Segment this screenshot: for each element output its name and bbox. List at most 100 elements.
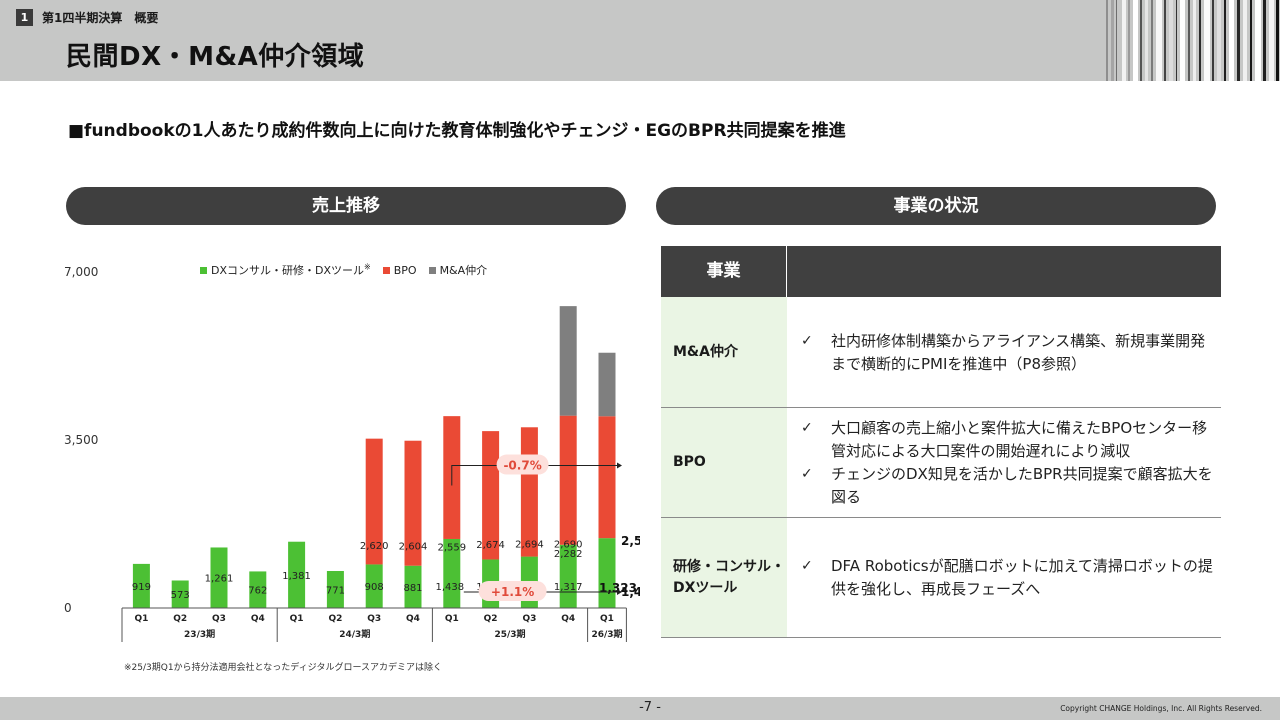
legend-item-dx: DXコンサル・研修・DXツール※ bbox=[200, 262, 371, 278]
data-label-bpo: 2,690 bbox=[554, 539, 583, 550]
item-text: 社内研修体制構築からアライアンス構築、新規事業開発まで横断的にPMIを推進中（P… bbox=[831, 332, 1206, 373]
bpo-change-badge bbox=[496, 454, 549, 475]
item-text: 大口顧客の売上縮小と案件拡大に備えたBPOセンター移管対応による大口案件の開始遅… bbox=[831, 419, 1208, 460]
x-tick-label: Q1 bbox=[600, 614, 614, 624]
bar-bpo bbox=[559, 415, 577, 545]
legend-swatch-bpo bbox=[382, 266, 390, 274]
page-title: 民間DX・M&A仲介領域 bbox=[66, 42, 365, 72]
legend-label-dx: DXコンサル・研修・DXツール bbox=[211, 264, 365, 277]
x-tick-label: Q4 bbox=[406, 614, 420, 624]
bar-ma bbox=[559, 306, 577, 416]
bar-dx bbox=[132, 563, 150, 608]
x-tick-label: Q1 bbox=[134, 614, 148, 624]
check-icon: ✓ bbox=[801, 333, 813, 349]
barcode-decoration bbox=[1104, 0, 1280, 81]
data-label-dx: 919 bbox=[132, 582, 151, 593]
item-text: DFA Roboticsが配膳ロボットに加えて清掃ロボットの提供を強化し、再成長… bbox=[831, 557, 1213, 598]
bpo-change-arrow bbox=[451, 465, 617, 486]
bar-dx bbox=[326, 570, 344, 608]
data-label-bpo: 2,559 bbox=[437, 543, 466, 554]
bar-dx bbox=[210, 547, 228, 608]
bar-dx bbox=[171, 580, 189, 608]
x-tick-label: Q2 bbox=[173, 614, 187, 624]
y-tick-label: 7,000 bbox=[64, 265, 98, 279]
data-label-dx: 573 bbox=[171, 590, 190, 601]
dx-arrowhead bbox=[617, 589, 622, 595]
row-content-ma: ✓ 社内研修体制構築からアライアンス構築、新規事業開発まで横断的にPMIを推進中（… bbox=[787, 297, 1221, 407]
period-label: 24/3期 bbox=[339, 628, 370, 640]
period-label: 23/3期 bbox=[184, 628, 215, 640]
bar-bpo bbox=[598, 416, 616, 539]
legend-swatch-ma bbox=[428, 267, 436, 274]
legend-item-bpo: BPO bbox=[382, 263, 417, 277]
sales-stacked-bar-chart: 7,000 3,500 0 919 573 1,261 762 1,381 771 908 2,62… bbox=[64, 265, 640, 642]
x-tick-label: Q1 bbox=[290, 614, 304, 624]
row-name-bpo: BPO bbox=[661, 408, 787, 517]
y-tick-label: 3,500 bbox=[64, 433, 98, 447]
bar-dx bbox=[288, 541, 306, 608]
period-label: 25/3期 bbox=[494, 628, 525, 640]
y-tick-label: 0 bbox=[64, 601, 72, 615]
data-label-bpo: 2,694 bbox=[515, 539, 544, 550]
legend-swatch-dx bbox=[200, 267, 207, 274]
check-icon: ✓ bbox=[801, 420, 813, 436]
x-tick-label: Q1 bbox=[445, 614, 459, 624]
table-header-business: 事業 bbox=[661, 246, 787, 297]
bar-dx bbox=[249, 571, 267, 608]
bar-bpo bbox=[520, 427, 538, 557]
period-label: 26/3期 bbox=[591, 628, 622, 640]
x-tick-label: Q2 bbox=[328, 614, 342, 624]
row-name-dx: 研修・コンサル・DXツール bbox=[661, 518, 787, 637]
table-header-blank bbox=[787, 246, 1221, 297]
x-tick-label: Q3 bbox=[212, 614, 226, 624]
legend-label-bpo: BPO bbox=[393, 263, 417, 277]
bar-dx bbox=[365, 564, 383, 608]
data-label-bpo: 2,620 bbox=[360, 541, 389, 552]
data-label-dx: 1,455 bbox=[621, 585, 640, 599]
row-content-bpo: ✓ 大口顧客の売上縮小と案件拡大に備えたBPOセンター移管対応による大口案件の開始… bbox=[787, 408, 1221, 517]
data-label-bpo: 2,604 bbox=[399, 542, 428, 553]
bar-dx bbox=[598, 538, 616, 608]
data-label-dx: 881 bbox=[403, 583, 422, 594]
table-row-dx: 研修・コンサル・DXツール ✓ DFA Roboticsが配膳ロボットに加えて清掃… bbox=[661, 518, 1221, 638]
table-row-ma: M&A仲介 ✓ 社内研修体制構築からアライアンス構築、新規事業開発まで横断的にPM… bbox=[661, 297, 1221, 408]
data-label-bpo: 2,674 bbox=[476, 540, 505, 551]
x-tick-label: Q4 bbox=[251, 614, 265, 624]
dx-change-value: +1.1% bbox=[491, 585, 534, 599]
x-tick-label: Q3 bbox=[367, 614, 381, 624]
data-label-dx: 1,381 bbox=[282, 571, 311, 582]
data-label-dx: 762 bbox=[248, 586, 267, 597]
sales-trend-heading: 売上推移 bbox=[66, 187, 626, 225]
list-item: ✓ チェンジのDX知見を活かしたBPR共同提案で顧客拡大を図る bbox=[801, 463, 1213, 509]
chart-legend: DXコンサル・研修・DXツール※ BPO M&A仲介 bbox=[200, 262, 487, 278]
x-tick-label: Q4 bbox=[561, 614, 575, 624]
section-title: 第1四半期決算 概要 bbox=[42, 11, 159, 25]
copyright: Copyright CHANGE Holdings, Inc. All Righ… bbox=[1060, 704, 1262, 713]
bar-dx bbox=[443, 538, 461, 608]
data-label-dx: 1,261 bbox=[205, 574, 234, 585]
bar-bpo bbox=[365, 438, 383, 565]
section-number: 1 bbox=[16, 9, 33, 26]
data-label-bpo: 2,540 bbox=[621, 534, 640, 548]
table-row-bpo: BPO ✓ 大口顧客の売上縮小と案件拡大に備えたBPOセンター移管対応による大口案… bbox=[661, 408, 1221, 518]
list-item: ✓ 大口顧客の売上縮小と案件拡大に備えたBPOセンター移管対応による大口案件の開始… bbox=[801, 417, 1213, 463]
data-label-dx: 908 bbox=[365, 582, 384, 593]
data-label-dx: 771 bbox=[326, 585, 345, 596]
footer-band bbox=[0, 697, 1280, 720]
bar-bpo bbox=[404, 440, 422, 566]
x-tick-label: Q2 bbox=[484, 614, 498, 624]
data-label-dx: 1,438 bbox=[435, 582, 464, 593]
item-text: チェンジのDX知見を活かしたBPR共同提案で顧客拡大を図る bbox=[831, 465, 1213, 506]
row-content-dx: ✓ DFA Roboticsが配膳ロボットに加えて清掃ロボットの提供を強化し、再成… bbox=[787, 518, 1221, 637]
check-icon: ✓ bbox=[801, 558, 813, 574]
legend-label-ma: M&A仲介 bbox=[439, 264, 488, 277]
bpo-change-value: -0.7% bbox=[503, 459, 541, 473]
legend-note-mark: ※ bbox=[364, 262, 371, 272]
business-status-table: 事業 M&A仲介 ✓ 社内研修体制構築からアライアンス構築、新規事業開発まで横断的… bbox=[661, 246, 1221, 638]
dx-change-badge bbox=[478, 581, 547, 601]
legend-item-ma: M&A仲介 bbox=[428, 262, 488, 278]
page-number: -7 - bbox=[639, 700, 661, 715]
data-label-dx: 1,317 bbox=[554, 582, 583, 593]
bar-dx bbox=[404, 565, 422, 608]
row-name-ma: M&A仲介 bbox=[661, 297, 787, 407]
